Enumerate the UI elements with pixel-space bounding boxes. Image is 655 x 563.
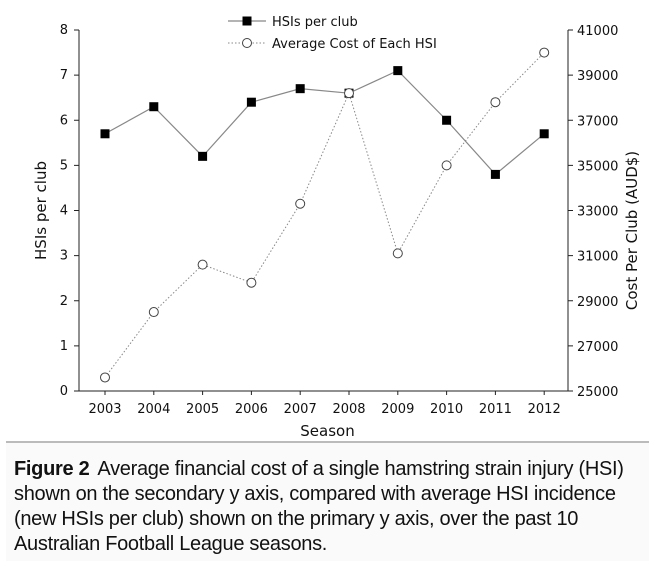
data-point-hsis-per-club <box>198 151 208 161</box>
secondary-y-tick-label: 35000 <box>577 159 618 174</box>
primary-y-tick-label: 8 <box>60 23 68 38</box>
legend-label: HSIs per club <box>272 15 358 30</box>
x-tick-label: 2008 <box>332 402 365 417</box>
data-point-average-cost <box>246 277 257 288</box>
axes: 0 1 2 3 4 5 6 7 8 25000 27000 29000 31000 33000 35000 3… <box>32 23 641 440</box>
figure-caption-text: Average financial cost of a single hamst… <box>14 458 624 555</box>
primary-y-tick-label: 5 <box>60 158 68 173</box>
data-point-hsis-per-club <box>295 84 305 94</box>
data-point-hsis-per-club <box>100 129 110 139</box>
data-point-hsis-per-club <box>246 97 256 107</box>
x-tick-label: 2006 <box>235 402 268 417</box>
secondary-y-tick-label: 33000 <box>577 205 618 220</box>
data-point-hsis-per-club <box>490 169 500 179</box>
x-tick-label: 2007 <box>284 402 317 417</box>
primary-y-tick-label: 1 <box>60 339 68 354</box>
primary-y-tick-label: 7 <box>60 68 68 83</box>
x-tick-label: 2003 <box>88 402 121 417</box>
data-point-hsis-per-club <box>149 102 159 112</box>
secondary-y-tick-label: 29000 <box>577 295 618 310</box>
data-point-hsis-per-club <box>539 129 549 139</box>
figure-label: Figure 2 <box>14 458 90 480</box>
chart: 0 1 2 3 4 5 6 7 8 25000 27000 29000 31000 33000 35000 3… <box>32 15 641 440</box>
secondary-y-tick-label: 39000 <box>577 69 618 84</box>
data-point-hsis-per-club <box>442 115 452 125</box>
series-layer <box>100 47 550 383</box>
caption-box: Figure 2 Average financial cost of a sing… <box>6 441 649 561</box>
primary-y-tick-label: 4 <box>60 204 68 219</box>
data-point-average-cost <box>148 307 159 318</box>
figure-caption: Figure 2 Average financial cost of a sing… <box>14 457 644 557</box>
series-line-1 <box>104 69 545 176</box>
legend-label: Average Cost of Each HSI <box>272 37 437 52</box>
x-tick-label: 2005 <box>186 402 219 417</box>
data-point-average-cost <box>441 160 452 171</box>
data-point-average-cost <box>392 248 403 259</box>
x-axis-title: Season <box>300 422 354 440</box>
primary-y-tick-label: 0 <box>60 384 68 399</box>
x-tick-label: 2012 <box>528 402 561 417</box>
data-point-average-cost <box>100 372 110 383</box>
x-tick-label: 2010 <box>430 402 463 417</box>
data-point-average-cost <box>295 198 306 209</box>
secondary-y-tick-label: 41000 <box>577 24 618 39</box>
legend: HSIs per club Average Cost of Each HSI <box>228 15 437 52</box>
secondary-y-tick-label: 25000 <box>577 385 618 400</box>
primary-y-axis-title: HSIs per club <box>32 161 50 260</box>
primary-y-tick-label: 2 <box>60 294 68 309</box>
x-tick-label: 2004 <box>137 402 170 417</box>
secondary-y-tick-label: 31000 <box>577 250 618 265</box>
data-point-hsis-per-club <box>393 66 403 76</box>
secondary-y-tick-label: 37000 <box>577 114 618 129</box>
data-point-average-cost <box>344 88 354 99</box>
legend-marker-circle <box>242 38 252 48</box>
x-tick-label: 2011 <box>479 402 512 417</box>
legend-marker-square <box>242 16 252 26</box>
secondary-y-axis-title: Cost Per Club (AUD$) <box>623 151 641 310</box>
x-tick-label: 2009 <box>381 402 414 417</box>
data-point-average-cost <box>539 47 550 58</box>
primary-y-tick-label: 6 <box>60 113 68 128</box>
secondary-y-tick-label: 27000 <box>577 340 618 355</box>
series-line-2 <box>104 52 545 378</box>
primary-y-tick-label: 3 <box>60 249 68 264</box>
data-point-average-cost <box>490 97 501 108</box>
data-point-average-cost <box>197 259 208 270</box>
